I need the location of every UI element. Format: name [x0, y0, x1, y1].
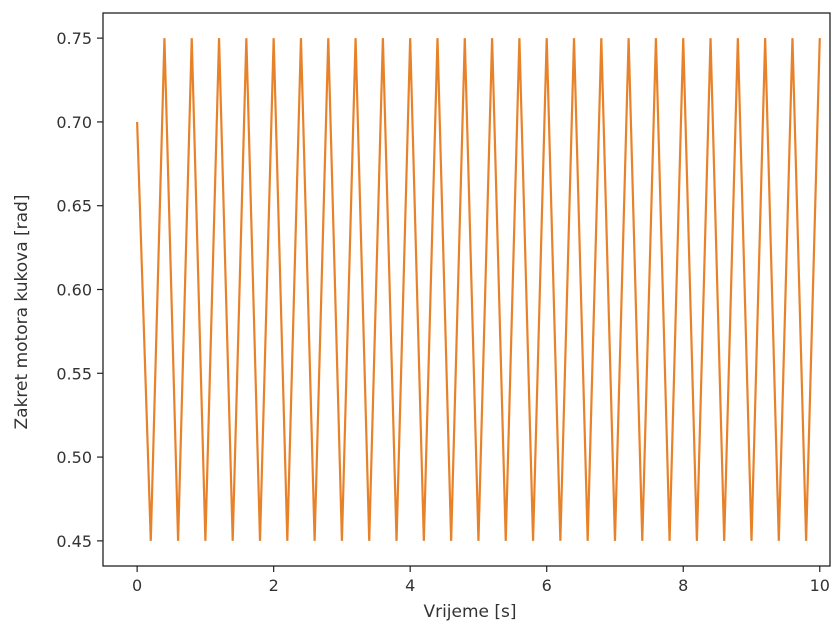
x-axis: 0 2 4 6 8 10 — [132, 566, 830, 595]
y-tick-label: 0.70 — [56, 113, 92, 132]
y-tick-label: 0.60 — [56, 281, 92, 300]
y-tick-label: 0.65 — [56, 197, 92, 216]
y-axis: 0.45 0.50 0.55 0.60 0.65 0.70 0.75 — [56, 29, 103, 551]
y-tick-label: 0.45 — [56, 532, 92, 551]
x-tick-label: 4 — [405, 576, 415, 595]
series-line-1 — [136, 38, 821, 541]
x-axis-label: Vrijeme [s] — [423, 602, 516, 622]
y-tick-label: 0.75 — [56, 29, 92, 48]
x-tick-label: 8 — [678, 576, 688, 595]
x-tick-label: 0 — [132, 576, 142, 595]
y-tick-label: 0.50 — [56, 448, 92, 467]
x-tick-label: 2 — [269, 576, 279, 595]
y-axis-label: Zakret motora kukova [rad] — [12, 195, 32, 430]
x-tick-label: 6 — [542, 576, 552, 595]
y-tick-label: 0.55 — [56, 364, 92, 383]
x-tick-label: 10 — [810, 576, 830, 595]
